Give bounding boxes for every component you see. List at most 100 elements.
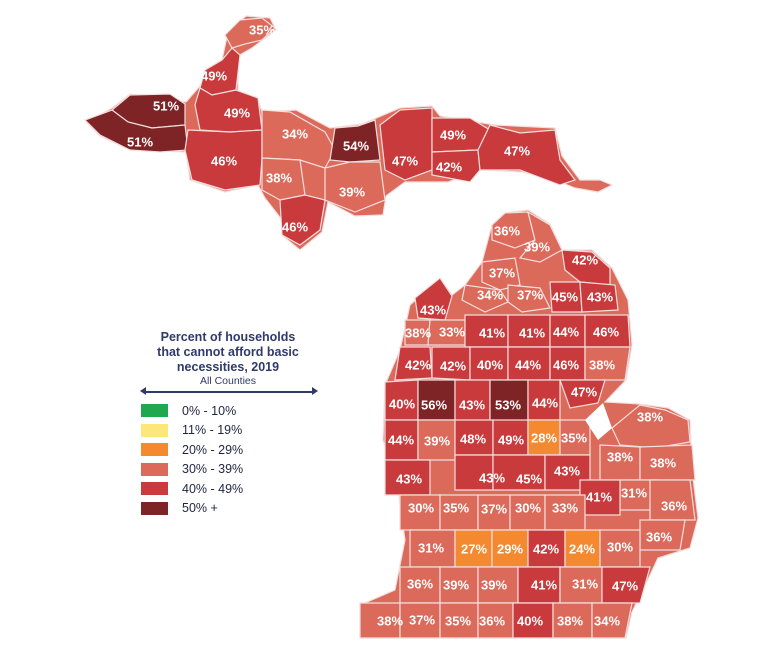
county-value-label: 43% [587,290,613,305]
legend-label: 20% - 29% [182,442,244,457]
county-shape [507,284,551,313]
county-value-label: 43% [420,303,446,318]
county-value-label: 44% [515,358,541,373]
county-value-label: 47% [612,579,638,594]
county-value-label: 39% [524,240,550,255]
county-value-label: 38% [607,450,633,465]
bay-water [585,403,612,440]
county-value-label: 44% [388,433,414,448]
county-shape [379,107,433,181]
legend-swatch [141,501,168,515]
legend-swatch [141,443,168,457]
county-value-label: 42% [440,359,466,374]
county-value-label: 36% [479,614,505,629]
county-value-label: 54% [343,139,369,154]
county-value-label: 46% [593,325,619,340]
county-shape [431,149,481,183]
county-value-label: 47% [392,154,418,169]
county-value-label: 41% [519,326,545,341]
county-value-label: 35% [445,614,471,629]
county-labels: 35% 49% 51% 51% 49% 46% 34% 38% 46% 54% 39% 47% 49% 4… [127,23,687,629]
county-value-label: 44% [532,396,558,411]
county-value-label: 33% [552,501,578,516]
county-value-label: 53% [495,398,521,413]
county-value-label: 46% [211,154,237,169]
county-value-label: 39% [424,434,450,449]
county-value-label: 34% [477,288,503,303]
county-value-label: 24% [569,542,595,557]
county-value-label: 49% [440,128,466,143]
county-value-label: 38% [589,358,615,373]
county-value-label: 35% [249,23,275,38]
county-shape [559,379,606,409]
county-value-label: 39% [443,578,469,593]
county-value-label: 36% [661,499,687,514]
county-value-label: 34% [282,127,308,142]
county-value-label: 38% [405,326,431,341]
county-value-label: 41% [586,490,612,505]
county-value-label: 38% [377,614,403,629]
county-value-label: 40% [389,397,415,412]
county-value-label: 36% [494,224,520,239]
county-value-label: 42% [436,160,462,175]
county-value-label: 42% [572,253,598,268]
legend-title-line-2: that cannot afford basic [157,345,299,359]
county-value-label: 40% [477,358,503,373]
county-value-label: 43% [396,472,422,487]
county-value-label: 51% [153,99,179,114]
county-shape [611,404,691,449]
county-value-label: 39% [339,185,365,200]
legend-swatch [141,404,168,418]
county-shape [279,194,326,246]
county-value-label: 48% [460,432,486,447]
county-value-label: 31% [418,541,444,556]
county-value-label: 49% [498,433,524,448]
county-value-label: 38% [650,456,676,471]
county-value-label: 30% [607,540,633,555]
county-shape [184,129,263,191]
county-value-label: 45% [516,472,542,487]
county-value-label: 30% [408,501,434,516]
legend-item-40-49: 40% - 49% [141,479,318,499]
county-value-label: 31% [621,486,647,501]
legend-item-0-10: 0% - 10% [141,401,318,421]
county-shapes [83,15,699,639]
county-value-label: 34% [594,614,620,629]
county-shape [601,566,651,604]
county-shape [649,479,696,521]
legend-label: 11% - 19% [182,423,243,438]
arrow-right-icon [312,387,318,395]
county-value-label: 41% [531,578,557,593]
county-value-label: 44% [553,325,579,340]
county-value-label: 42% [405,358,431,373]
legend-swatch [141,462,168,476]
county-value-label: 41% [479,326,505,341]
county-value-label: 43% [554,464,580,479]
legend-label: 50% + [182,501,218,516]
county-value-label: 37% [517,288,543,303]
legend-title-line-1: Percent of households [160,330,296,344]
county-value-label: 47% [571,385,597,400]
county-value-label: 46% [553,358,579,373]
county-value-label: 31% [572,577,598,592]
county-value-label: 51% [127,135,153,150]
legend-label: 0% - 10% [182,403,237,418]
county-value-label: 43% [459,398,485,413]
legend-subtitle: All Counties [199,375,257,387]
county-value-label: 49% [224,106,250,121]
county-value-label: 43% [479,471,505,486]
legend-item-20-29: 20% - 29% [141,440,318,460]
county-value-label: 38% [637,410,663,425]
county-shape [477,124,576,186]
legend-item-30-39: 30% - 39% [141,460,318,480]
county-shape [584,346,631,381]
county-value-label: 37% [409,613,435,628]
county-value-label: 45% [552,290,578,305]
county-value-label: 28% [531,431,557,446]
county-value-label: 36% [646,530,672,545]
county-value-label: 39% [481,578,507,593]
county-shape [639,444,696,481]
county-shape [591,602,633,639]
county-shape [414,277,453,321]
